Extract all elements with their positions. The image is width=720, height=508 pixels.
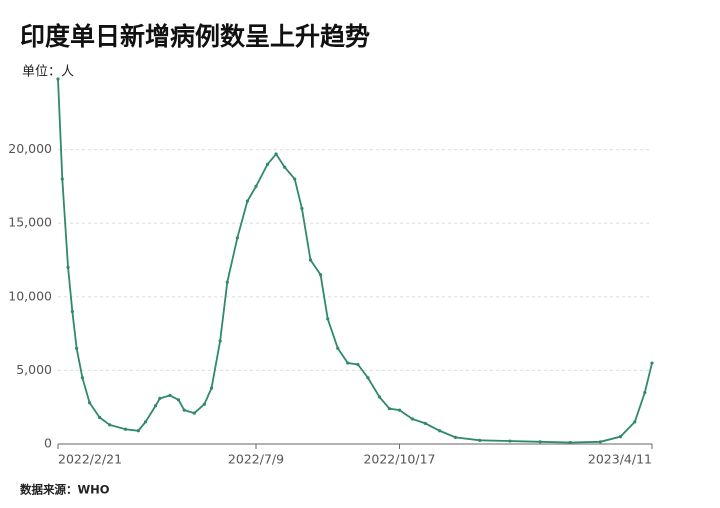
data-point [438,429,442,433]
data-point [274,152,278,156]
data-point [80,376,84,380]
data-point [158,396,162,400]
x-tick-label: 2023/4/11 [588,452,652,467]
data-point [410,417,414,421]
data-point [650,361,654,365]
data-point [70,309,74,314]
data-point [66,265,70,269]
data-point [265,162,270,166]
data-point [336,346,340,350]
data-point [108,423,112,427]
data-point [254,184,258,188]
data-point [153,404,158,408]
y-tick-label: 5,000 [16,362,52,377]
y-tick-label: 15,000 [8,215,52,230]
x-tick-label: 2022/10/17 [363,452,435,467]
data-point [218,339,222,343]
data-point [633,420,637,424]
data-point [209,386,214,390]
data-point [245,199,249,203]
x-tick-label: 2022/7/9 [228,452,284,467]
data-point [168,393,172,398]
data-point [538,440,542,444]
data-point [176,398,181,402]
data-point [56,77,60,81]
chart-title: 印度单日新增病例数呈上升趋势 [20,22,370,51]
data-point [598,440,602,444]
data-point [508,439,512,443]
y-tick-label: 0 [44,436,52,451]
data-point [60,177,64,181]
data-point [318,273,323,277]
data-point [356,362,360,367]
data-point [618,435,623,439]
y-tick-label: 20,000 [8,141,52,156]
data-point [423,421,427,425]
data-point [346,361,350,365]
data-point [283,165,287,169]
data-point [235,236,239,240]
data-point [568,440,572,445]
data-point [192,411,196,415]
unit-label: 单位：人 [22,65,74,80]
data-point [202,402,206,406]
data-point [87,401,92,405]
data-point [326,317,330,321]
data-point [136,429,140,433]
data-point [293,177,297,181]
data-point [377,395,381,399]
data-point [98,415,102,420]
series-line [57,78,653,444]
data-point [453,435,458,439]
data-point [75,346,79,350]
x-tick-label: 2022/2/21 [58,452,122,467]
data-point [397,408,402,412]
data-point [123,427,128,431]
data-point [643,390,647,395]
data-point [225,280,229,284]
data-point [143,420,148,424]
data-point [300,206,304,211]
source: 数据来源：WHO [20,483,110,497]
data-point [366,376,370,380]
data-point [387,407,392,411]
y-tick-label: 10,000 [8,288,52,303]
data-point [478,438,482,442]
data-point [182,408,186,412]
data-point [308,258,313,262]
